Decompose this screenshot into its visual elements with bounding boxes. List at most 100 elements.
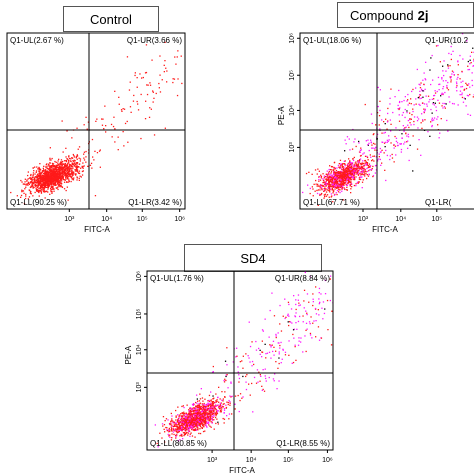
event-dot xyxy=(239,361,241,363)
event-dot xyxy=(332,186,335,188)
event-dot xyxy=(305,350,307,353)
event-dot xyxy=(292,361,295,364)
event-dot xyxy=(32,174,34,176)
event-dot xyxy=(55,161,57,163)
event-dot xyxy=(328,170,330,173)
event-dot xyxy=(191,424,193,426)
event-dot xyxy=(287,314,289,317)
event-dot xyxy=(407,136,410,138)
event-dot xyxy=(25,195,27,197)
event-dot xyxy=(10,191,12,194)
event-dot xyxy=(331,310,333,312)
event-dot xyxy=(40,180,42,183)
event-dot xyxy=(345,174,347,176)
event-dot xyxy=(52,178,54,180)
event-dot xyxy=(364,103,366,106)
event-dot xyxy=(207,421,210,423)
event-dot xyxy=(185,413,187,416)
event-dot xyxy=(465,105,467,107)
event-dot xyxy=(68,170,71,173)
event-dot xyxy=(375,156,377,158)
event-dot xyxy=(324,188,326,190)
event-dot xyxy=(304,335,306,337)
event-dot xyxy=(65,165,68,167)
event-dot xyxy=(191,403,194,406)
event-dot xyxy=(184,429,186,431)
event-dot xyxy=(67,166,69,169)
event-dot xyxy=(307,184,309,186)
event-dot xyxy=(188,416,190,418)
event-dot xyxy=(179,426,181,428)
event-dot xyxy=(175,425,177,427)
event-dot xyxy=(303,300,305,302)
plot-frame xyxy=(6,32,186,210)
event-dot xyxy=(236,347,238,349)
event-dot xyxy=(325,173,327,176)
event-dot xyxy=(361,173,363,175)
event-dot xyxy=(314,190,316,192)
event-dot xyxy=(26,180,28,182)
event-dot xyxy=(353,141,355,143)
event-dot xyxy=(85,161,87,163)
event-dot xyxy=(295,312,297,314)
event-dot xyxy=(195,425,197,427)
event-dot xyxy=(37,178,39,180)
event-dot xyxy=(407,104,409,106)
event-dot xyxy=(282,348,284,350)
event-dot xyxy=(218,407,220,409)
event-dot xyxy=(196,419,198,422)
event-dot xyxy=(333,169,335,172)
event-dot xyxy=(175,63,177,65)
event-dot xyxy=(336,180,338,182)
event-dot xyxy=(78,157,80,159)
event-dot xyxy=(305,322,308,324)
event-dot xyxy=(338,174,340,177)
event-dot xyxy=(62,176,64,178)
event-dot xyxy=(188,430,191,432)
event-dot xyxy=(334,171,336,173)
event-dot xyxy=(65,165,67,167)
event-dot xyxy=(353,178,356,180)
event-dot xyxy=(350,183,353,185)
event-dot xyxy=(348,171,350,173)
event-dot xyxy=(181,422,183,424)
event-dot xyxy=(400,151,402,153)
event-dot xyxy=(342,173,344,175)
event-dot xyxy=(59,185,61,187)
event-dot xyxy=(42,187,45,189)
event-dot xyxy=(53,178,56,180)
event-dot xyxy=(359,162,362,165)
event-dot xyxy=(226,415,228,417)
event-dot xyxy=(275,333,277,336)
event-dot xyxy=(319,179,322,181)
event-dot xyxy=(217,421,219,423)
event-dot xyxy=(357,174,360,176)
event-dot xyxy=(403,143,405,145)
event-dot xyxy=(270,357,272,359)
event-dot xyxy=(58,182,61,184)
event-dot xyxy=(309,323,311,325)
event-dot xyxy=(204,413,206,415)
event-dot xyxy=(277,342,279,344)
event-dot xyxy=(49,162,51,164)
event-dot xyxy=(441,92,443,94)
event-dot xyxy=(424,78,426,80)
event-dot xyxy=(211,410,213,412)
event-dot xyxy=(344,177,346,179)
event-dot xyxy=(364,162,366,164)
event-dot xyxy=(257,381,259,383)
event-dot xyxy=(386,154,388,157)
event-dot xyxy=(117,136,119,138)
event-dot xyxy=(208,416,210,418)
event-dot xyxy=(400,148,403,151)
event-dot xyxy=(60,173,62,175)
event-dot xyxy=(36,177,38,179)
event-dot xyxy=(204,408,206,410)
event-dot xyxy=(24,181,26,183)
event-dot xyxy=(387,112,389,115)
event-dot xyxy=(43,188,45,190)
event-dot xyxy=(46,190,48,192)
event-dot xyxy=(297,299,299,301)
event-dot xyxy=(72,171,75,173)
event-dot xyxy=(309,192,311,195)
